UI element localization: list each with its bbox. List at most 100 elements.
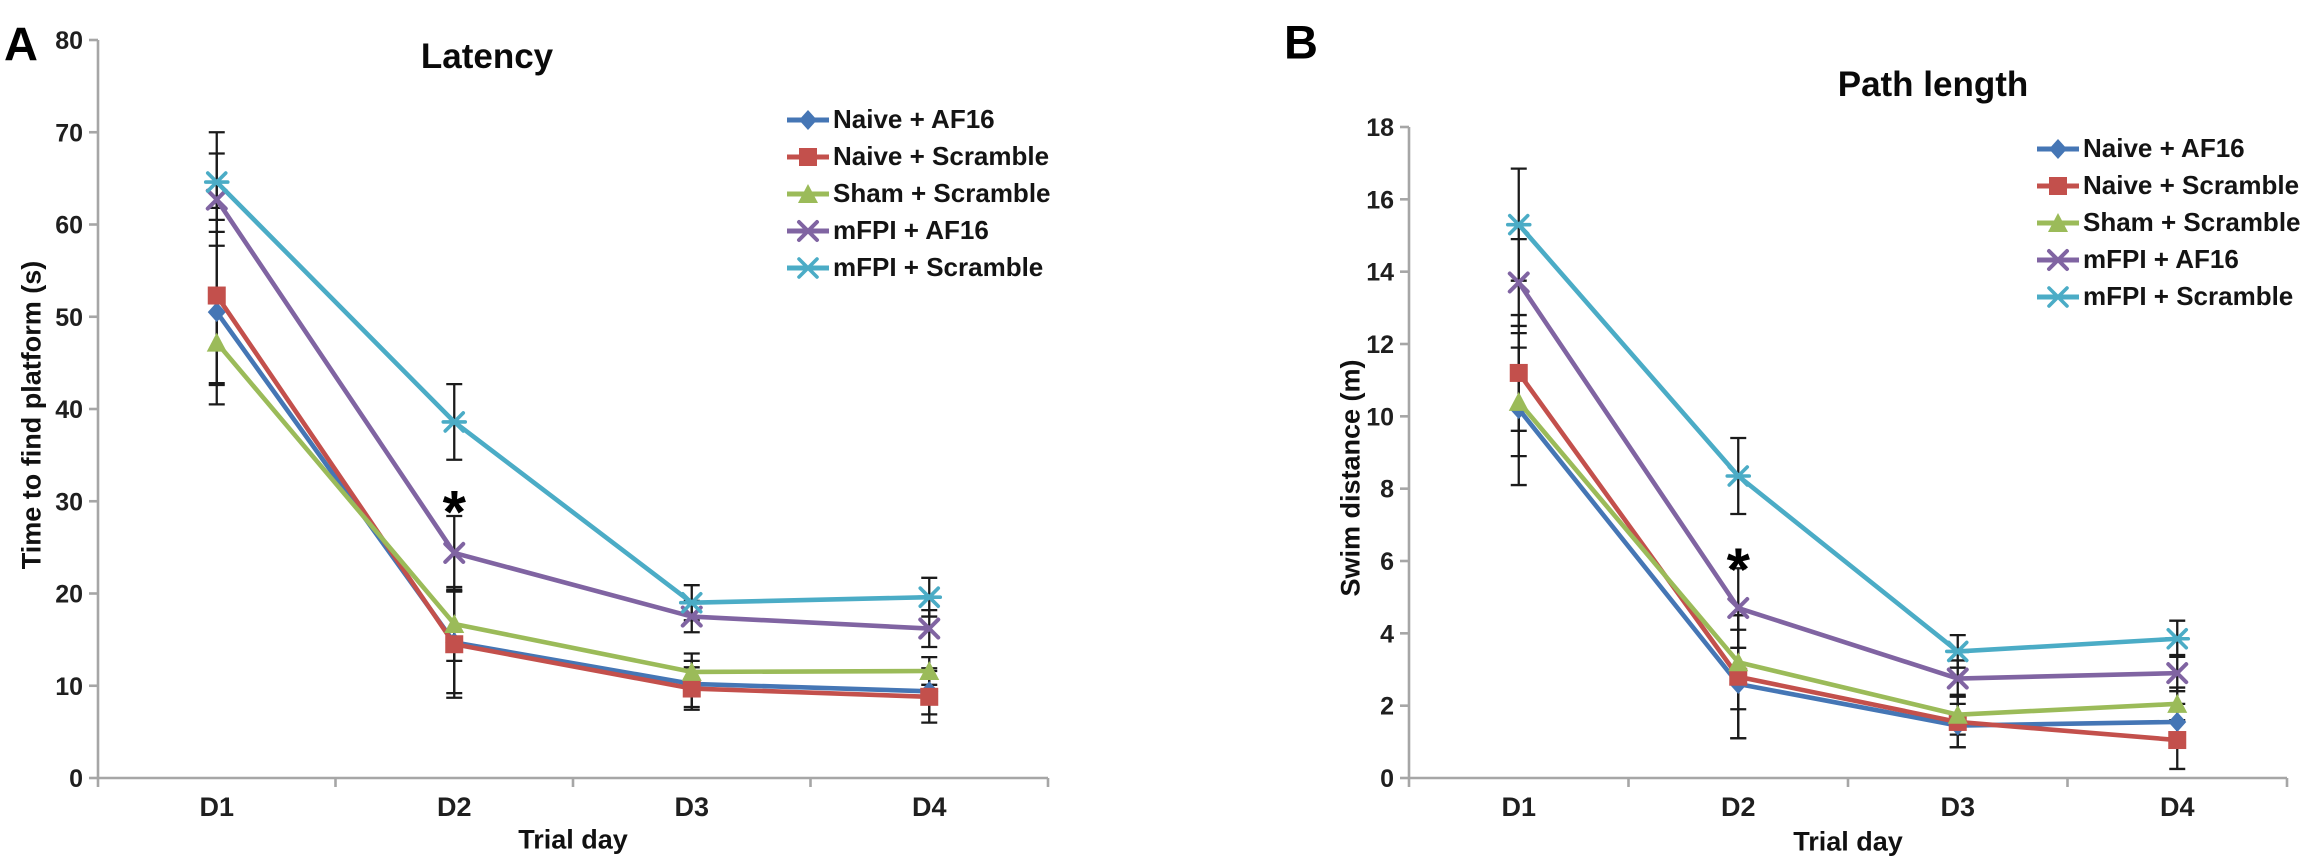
marker-sham-scramble	[1508, 391, 1529, 411]
legend-item-naive-scramble: Naive + Scramble	[2036, 167, 2301, 204]
chart-title-path-length: Path length	[1837, 65, 2029, 104]
legend-glyph	[798, 183, 818, 203]
y-tick-label: 30	[55, 488, 83, 516]
legend-marker-icon-square	[2037, 176, 2079, 195]
legend-item-naive-af16: Naive + AF16	[786, 101, 1051, 138]
series-naive-af16	[1509, 399, 2187, 736]
y-tick-label: 16	[1366, 186, 1394, 214]
legend-marker-icon-x	[787, 219, 829, 242]
marker-sham-scramble	[1947, 704, 1968, 724]
x-category-label: D2	[437, 792, 472, 822]
x-category-label: D4	[2160, 792, 2195, 822]
series-line-naive-scramble	[1516, 371, 2178, 743]
series-line-naive-scramble	[214, 294, 930, 700]
marker-naive-scramble	[1729, 667, 1748, 686]
x-category-label: D4	[912, 792, 947, 822]
legend-marker-icon-star	[2037, 285, 2079, 308]
y-axis-title-latency: Time to find platform (s)	[16, 260, 47, 570]
legend-path-length: Naive + AF16 Naive + Scramble Sham + Scram…	[2036, 130, 2301, 315]
series-line-naive-af16	[1516, 407, 2178, 728]
legend-glyph	[797, 219, 819, 242]
legend-label: Naive + AF16	[833, 104, 995, 134]
marker-sham-scramble	[444, 613, 465, 633]
marker-mfpi-af16	[918, 617, 941, 640]
series-sham-scramble	[206, 332, 940, 681]
series-line-sham-scramble	[1516, 400, 2178, 718]
y-tick-label: 0	[1380, 765, 1394, 793]
legend-latency: Naive + AF16 Naive + Scramble Sham + Scram…	[786, 101, 1051, 286]
marker-mfpi-scramble	[441, 411, 468, 433]
legend-item-naive-af16: Naive + AF16	[2036, 130, 2301, 167]
legend-marker-icon-square	[787, 147, 829, 166]
series-mfpi-scramble	[203, 171, 943, 614]
legend-label: Naive + AF16	[2083, 133, 2245, 163]
y-tick-label: 40	[55, 396, 83, 424]
y-tick-label: 2	[1380, 693, 1394, 721]
legend-item-mfpi-af16: mFPI + AF16	[786, 212, 1051, 249]
series-line-naive-af16	[214, 310, 930, 694]
marker-mfpi-af16	[1946, 667, 1969, 690]
legend-marker-icon-diamond	[2037, 138, 2079, 159]
legend-glyph	[795, 256, 821, 279]
legend-glyph	[799, 109, 817, 130]
y-tick-label: 12	[1366, 331, 1394, 359]
y-tick-label: 0	[69, 765, 83, 793]
legend-marker-icon-triangle	[2037, 212, 2079, 232]
series-naive-scramble	[207, 286, 939, 706]
marker-mfpi-af16	[443, 541, 466, 564]
y-tick-label: 50	[55, 304, 83, 332]
panel-letter-b: B	[1284, 15, 1318, 69]
x-axis-title-path-length: Trial day	[1793, 826, 1903, 857]
marker-sham-scramble	[919, 660, 940, 680]
legend-marker-icon-triangle	[787, 183, 829, 203]
legend-item-sham-scramble: Sham + Scramble	[2036, 204, 2301, 241]
y-tick-label: 18	[1366, 114, 1394, 142]
legend-marker-icon-x	[2037, 248, 2079, 271]
marker-mfpi-af16	[2166, 662, 2189, 685]
marker-naive-af16	[2168, 711, 2187, 732]
y-tick-label: 80	[55, 27, 83, 55]
marker-naive-scramble	[920, 687, 939, 706]
marker-mfpi-scramble	[203, 171, 230, 193]
legend-glyph	[2045, 285, 2071, 308]
series-line-mfpi-scramble	[215, 180, 930, 606]
legend-label: Naive + Scramble	[833, 141, 1050, 171]
panel-path-length: 0 2 4 6 8 10 12 14 16 18 D1 D2 D3 D4 *	[1366, 114, 2289, 822]
legend-label: mFPI + Scramble	[2083, 281, 2294, 311]
y-tick-label: 20	[55, 581, 83, 609]
y-tick-label: 8	[1380, 476, 1394, 504]
legend-label: Sham + Scramble	[2083, 207, 2301, 237]
x-category-label: D3	[1940, 792, 1975, 822]
marker-mfpi-scramble	[2164, 627, 2191, 650]
marker-mfpi-af16	[1727, 597, 1750, 620]
marker-mfpi-scramble	[1944, 640, 1971, 663]
marker-naive-scramble	[445, 635, 464, 654]
marker-sham-scramble	[681, 661, 702, 681]
marker-mfpi-scramble	[1725, 465, 1752, 487]
marker-mfpi-af16	[1507, 271, 1530, 294]
series-naive-af16	[207, 302, 939, 702]
legend-label: Sham + Scramble	[833, 178, 1051, 208]
series-sham-scramble	[1508, 391, 2188, 724]
y-tick-label: 4	[1380, 620, 1394, 648]
series-mfpi-af16	[1507, 271, 2189, 690]
x-category-label: D3	[674, 792, 709, 822]
legend-label: mFPI + AF16	[833, 215, 989, 245]
legend-label: Naive + Scramble	[2083, 170, 2300, 200]
y-tick-label: 10	[1366, 403, 1394, 431]
series-line-mfpi-af16	[214, 198, 930, 631]
x-axis-title-latency: Trial day	[518, 824, 628, 855]
marker-sham-scramble	[2167, 693, 2188, 713]
y-tick-label: 10	[55, 673, 83, 701]
marker-sham-scramble	[1728, 652, 1749, 672]
y-tick-label: 14	[1366, 259, 1394, 287]
legend-label: mFPI + Scramble	[833, 252, 1044, 282]
legend-marker-icon-diamond	[787, 109, 829, 130]
y-axis-title-path-length: Swim distance (m)	[1335, 359, 1366, 597]
marker-naive-scramble	[1509, 363, 1528, 382]
significance-asterisk: *	[1727, 536, 1751, 603]
y-tick-label: 60	[55, 212, 83, 240]
series-line-mfpi-scramble	[1517, 223, 2178, 654]
marker-naive-scramble	[682, 679, 701, 698]
